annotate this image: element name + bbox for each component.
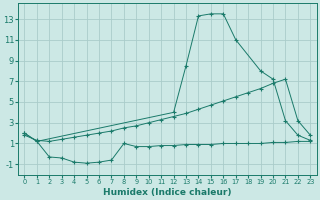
X-axis label: Humidex (Indice chaleur): Humidex (Indice chaleur) [103,188,232,197]
